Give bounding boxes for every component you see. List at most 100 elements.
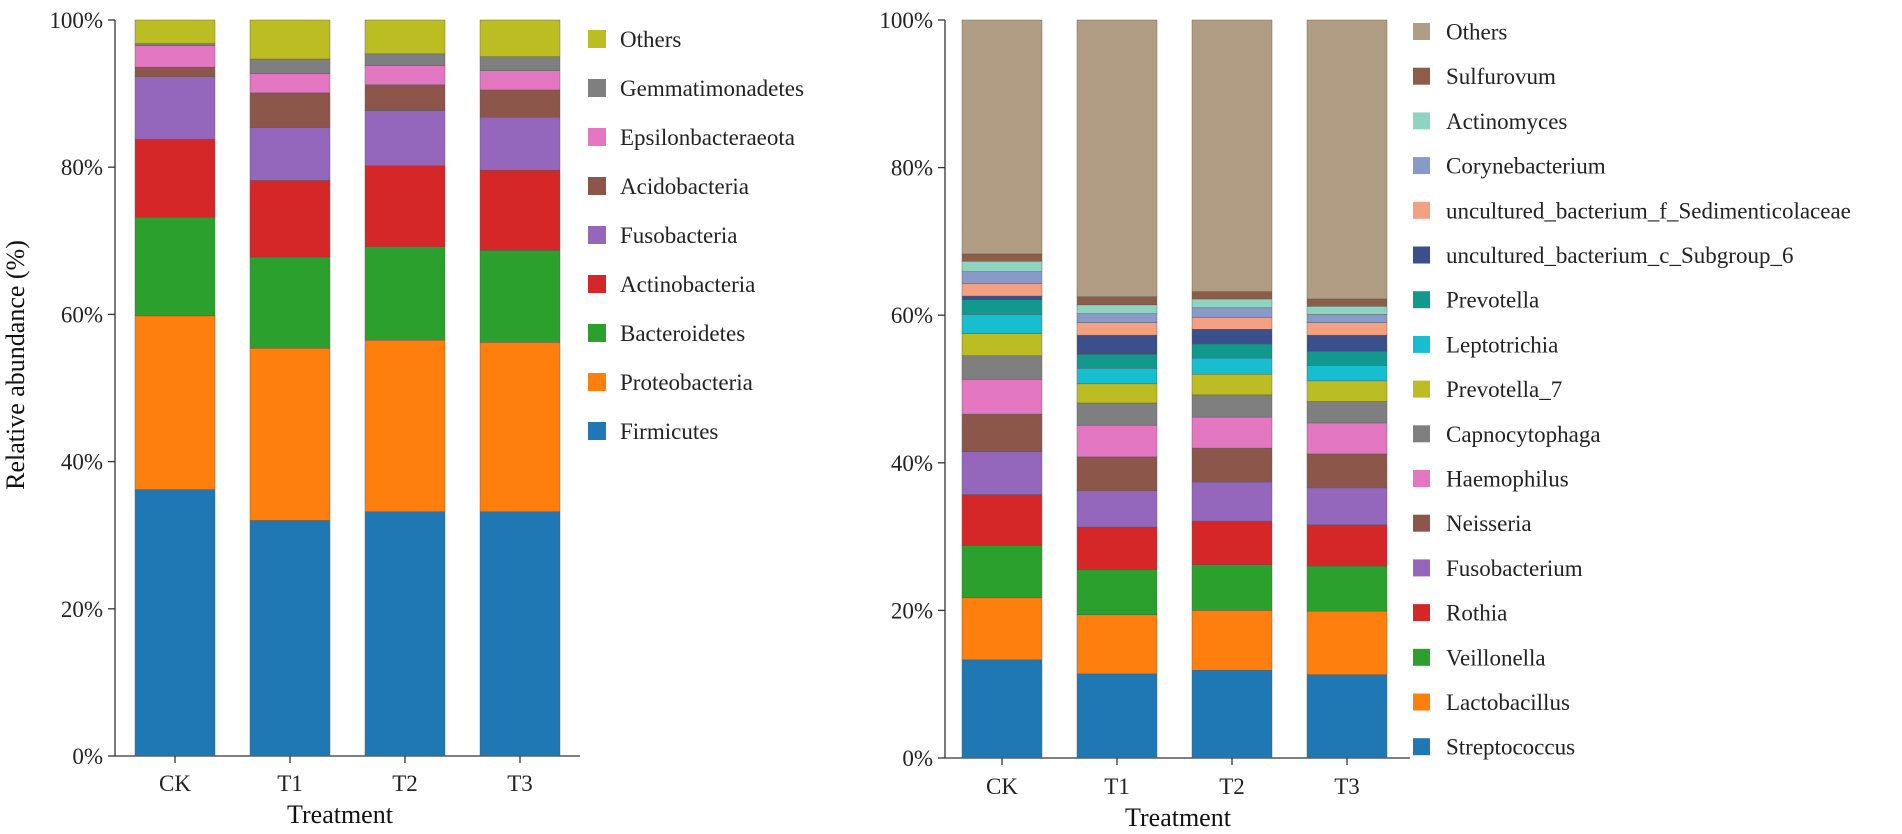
legend-label: Capnocytophaga: [1446, 422, 1601, 447]
bar-segment-t3-actinobacteria: [479, 169, 561, 251]
bar-segment-ck-actinomyces: [961, 261, 1043, 272]
bar-segment-t2-firmicutes: [364, 511, 446, 757]
bar-segment-ck-leptotrichia: [961, 314, 1043, 334]
legend-label: Prevotella_7: [1446, 377, 1562, 402]
legend-swatch: [588, 128, 606, 146]
legend-swatch: [1413, 291, 1430, 309]
bar-segment-t2-prevotella: [1191, 343, 1273, 359]
bar-segment-t2-sulfurovum: [1191, 291, 1273, 300]
bar-segment-t1-prevotella-7: [1076, 383, 1158, 404]
y-tick-label: 60%: [891, 303, 933, 328]
bar-segment-t3-actinomyces: [1306, 306, 1388, 315]
bar-segment-t2-streptococcus: [1191, 669, 1273, 759]
x-tick-label-t3: T3: [1334, 774, 1360, 799]
bar-segment-ck-fusobacteria: [134, 76, 216, 140]
legend-label: Veillonella: [1446, 645, 1546, 670]
x-ticks-left: CK T1 T2 T3: [159, 756, 533, 796]
legend-swatch: [1413, 246, 1430, 264]
bar-segment-t1-fusobacteria: [249, 127, 331, 181]
legend-swatch: [1413, 112, 1430, 130]
bar-segment-ck-others: [134, 19, 216, 44]
bar-segment-ck-epsilonbacteraeota: [134, 45, 216, 68]
y-ticks-right: 0% 20% 40% 60% 80% 100%: [879, 8, 945, 771]
bar-segment-t1-gemmatimonadetes: [249, 58, 331, 74]
bar-segment-t3-sulfurovum: [1306, 298, 1388, 307]
legend-label: Neisseria: [1446, 511, 1532, 536]
bar-segment-t3-leptotrichia: [1306, 365, 1388, 382]
bar-segment-t2-gemmatimonadetes: [364, 53, 446, 66]
bar-segment-t2-fusobacteria: [364, 110, 446, 166]
legend-swatch: [1413, 201, 1430, 219]
bar-segment-ck-veillonella: [961, 545, 1043, 599]
legend-swatch: [1413, 335, 1430, 353]
bar-segment-t3-lactobacillus: [1306, 610, 1388, 675]
y-tick-label: 80%: [891, 156, 933, 181]
bar-segment-t3-haemophilus: [1306, 422, 1388, 455]
legend-swatch: [1413, 648, 1430, 666]
bar-segment-t1-epsilonbacteraeota: [249, 73, 331, 94]
legend-label: Fusobacterium: [1446, 556, 1583, 581]
legend-label: Proteobacteria: [620, 370, 753, 395]
legend-right: Others Sulfurovum Actinomyces Corynebacteri…: [1413, 20, 1851, 760]
bar-segment-t3-others: [479, 19, 561, 57]
bar-segment-ck-others: [961, 19, 1043, 255]
legend-label: Haemophilus: [1446, 467, 1569, 492]
legend-label: Fusobacteria: [620, 223, 738, 248]
legend-swatch: [1413, 604, 1430, 622]
x-tick-label-ck: CK: [159, 771, 191, 796]
bar-segment-t2-leptotrichia: [1191, 357, 1273, 375]
bar-segment-ck-bacteroidetes: [134, 217, 216, 317]
bar-segment-t2-acidobacteria: [364, 84, 446, 111]
legend-label: uncultured_bacterium_c_Subgroup_6: [1446, 243, 1793, 268]
bar-segment-ck-haemophilus: [961, 379, 1043, 415]
x-tick-label-t2: T2: [392, 771, 418, 796]
bar-segment-t2-epsilonbacteraeota: [364, 65, 446, 85]
legend-swatch: [1413, 693, 1430, 711]
bar-segment-t2-prevotella-7: [1191, 374, 1273, 396]
legend-label: Sulfurovum: [1446, 64, 1556, 89]
bar-segment-ck-capnocytophaga: [961, 355, 1043, 380]
legend-label: uncultured_bacterium_f_Sedimenticolaceae: [1446, 198, 1851, 223]
bar-segment-ck-sulfurovum: [961, 253, 1043, 262]
bar-segment-t3-uncultured-bacterium-f-sedimenticolaceae: [1306, 322, 1388, 336]
bar-segment-t1-actinomyces: [1076, 304, 1158, 314]
x-tick-label-t2: T2: [1219, 774, 1245, 799]
y-tick-label: 0%: [72, 744, 103, 769]
bar-segment-t3-others: [1306, 19, 1388, 300]
bars-right: [961, 19, 1388, 759]
bar-segment-t3-fusobacterium: [1306, 487, 1388, 525]
bar-segment-t1-others: [249, 19, 331, 60]
x-axis-title-right: Treatment: [1125, 803, 1232, 832]
bar-segment-t1-streptococcus: [1076, 673, 1158, 759]
bar-segment-t3-streptococcus: [1306, 674, 1388, 759]
bar-segment-ck-prevotella: [961, 299, 1043, 315]
legend-swatch: [1413, 380, 1430, 398]
legend-swatch: [1413, 425, 1430, 443]
bar-segment-t1-uncultured-bacterium-f-sedimenticolaceae: [1076, 322, 1158, 336]
legend-swatch: [588, 324, 606, 342]
bar-segment-t2-fusobacterium: [1191, 481, 1273, 522]
bar-segment-t2-proteobacteria: [364, 339, 446, 512]
bar-segment-t1-rothia: [1076, 526, 1158, 571]
x-tick-label-ck: CK: [986, 774, 1018, 799]
bar-segment-t2-haemophilus: [1191, 416, 1273, 449]
legend-swatch: [588, 177, 606, 195]
y-tick-label: 20%: [61, 597, 103, 622]
legend-label: Rothia: [1446, 601, 1507, 626]
bar-segment-t1-capnocytophaga: [1076, 402, 1158, 426]
legend-swatch: [588, 226, 606, 244]
legend-left: Others Gemmatimonadetes Epsilonbacteraeota…: [588, 27, 804, 444]
bar-segment-t2-neisseria: [1191, 447, 1273, 483]
bar-segment-ck-neisseria: [961, 413, 1043, 452]
legend-label: Acidobacteria: [620, 174, 749, 199]
bar-segment-t3-neisseria: [1306, 453, 1388, 489]
chart-right: 0% 20% 40% 60% 80% 100% CK T1 T2 T3 Treatment Ot…: [879, 8, 1851, 832]
bar-segment-t1-neisseria: [1076, 456, 1158, 492]
bar-segment-ck-proteobacteria: [134, 315, 216, 490]
bar-segment-t1-sulfurovum: [1076, 296, 1158, 306]
bar-segment-t3-bacteroidetes: [479, 250, 561, 343]
bar-segment-ck-fusobacterium: [961, 451, 1043, 495]
legend-label: Leptotrichia: [1446, 332, 1558, 357]
y-tick-label: 20%: [891, 598, 933, 623]
bar-segment-t3-epsilonbacteraeota: [479, 70, 561, 91]
